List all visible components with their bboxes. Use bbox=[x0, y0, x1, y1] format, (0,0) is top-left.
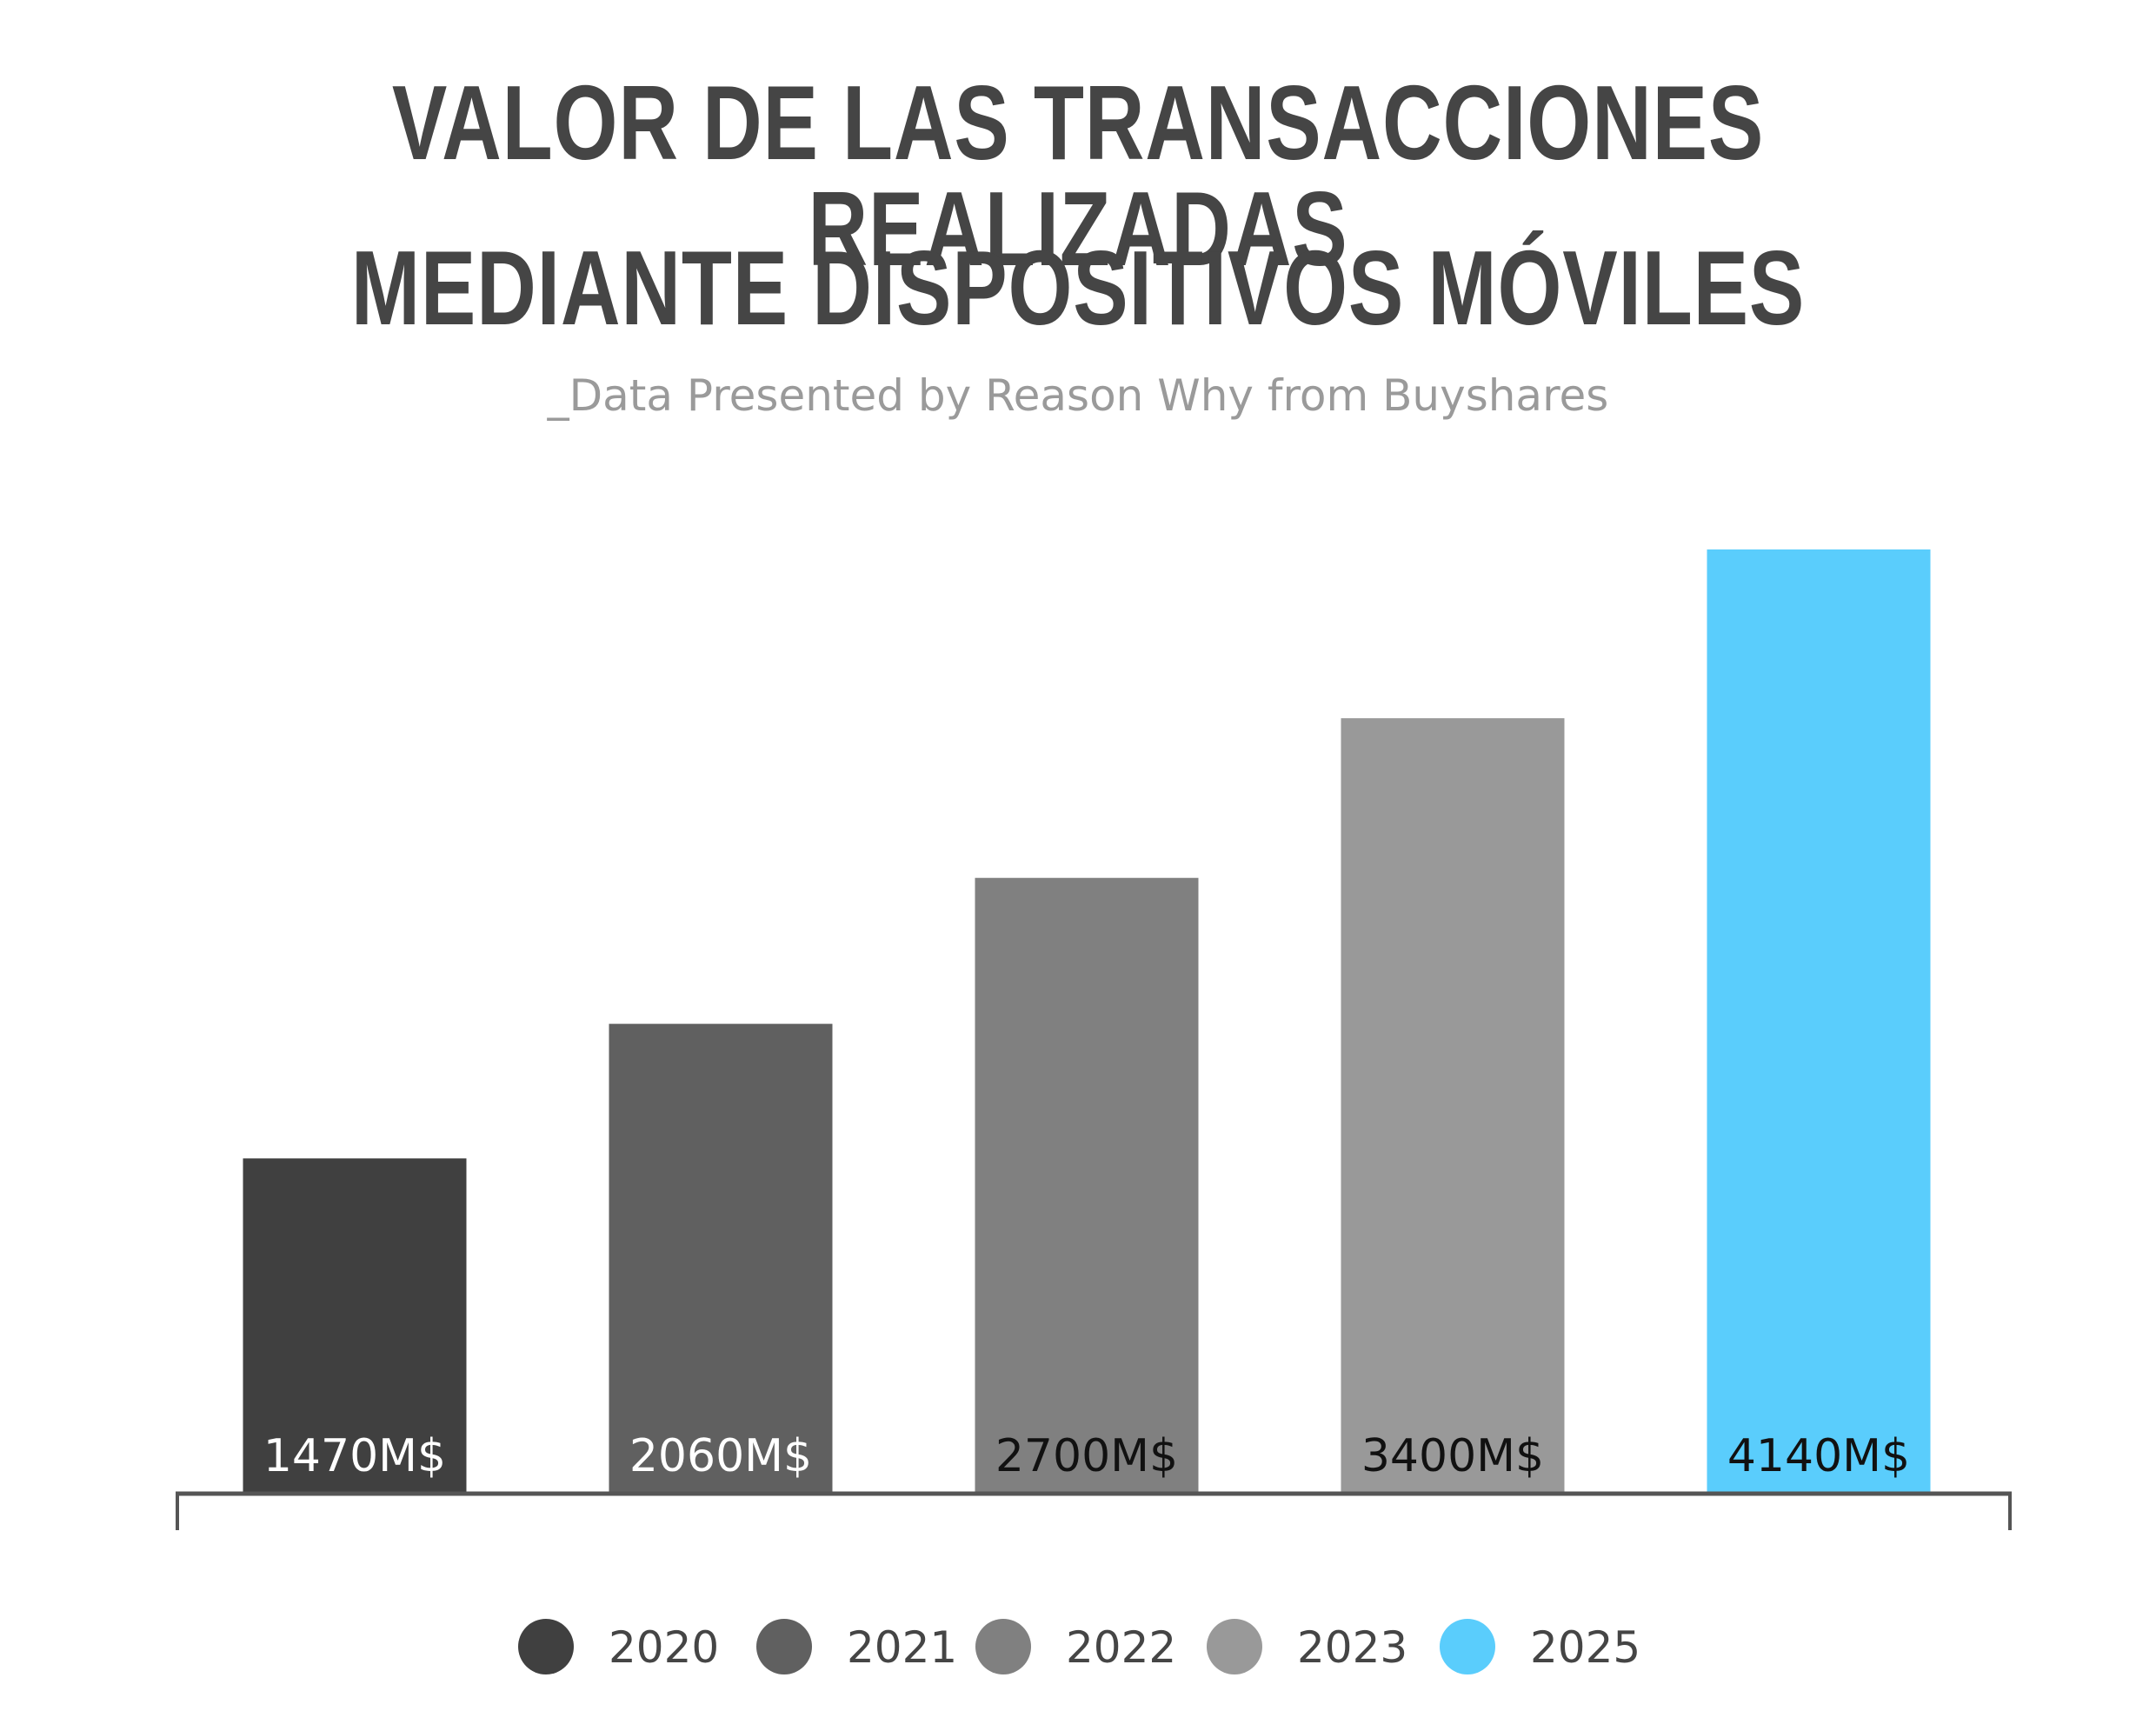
bar-2023 bbox=[1341, 718, 1565, 1494]
bar-2021 bbox=[609, 1023, 833, 1494]
bar-value-label-2021: 2060M$ bbox=[629, 1430, 812, 1482]
legend-label-2025: 2025 bbox=[1530, 1622, 1640, 1673]
bar-2020 bbox=[243, 1158, 467, 1494]
bar-value-label-2025: 4140M$ bbox=[1727, 1430, 1910, 1482]
bar-2022 bbox=[975, 877, 1199, 1494]
bar-value-label-2023: 3400M$ bbox=[1361, 1430, 1544, 1482]
legend-marker-2020 bbox=[518, 1619, 574, 1674]
legend-label-2020: 2020 bbox=[609, 1622, 719, 1673]
legend-label-2023: 2023 bbox=[1297, 1622, 1407, 1673]
x-axis bbox=[176, 1491, 2012, 1530]
legend-marker-2022 bbox=[975, 1619, 1031, 1674]
legend-marker-2023 bbox=[1207, 1619, 1262, 1674]
bars-group bbox=[243, 549, 1931, 1494]
legend: 2020 2021 2022 2023 2025 bbox=[518, 1619, 1640, 1674]
bar-2025 bbox=[1707, 549, 1931, 1494]
bar-labels-group: 1470M$ 2060M$ 2700M$ 3400M$ 4140M$ bbox=[263, 1430, 1910, 1482]
bar-value-label-2020: 1470M$ bbox=[263, 1430, 446, 1482]
legend-marker-2025 bbox=[1440, 1619, 1495, 1674]
chart-subtitle: _Data Presented by Reason Why from Buysh… bbox=[547, 370, 1609, 421]
legend-label-2022: 2022 bbox=[1066, 1622, 1176, 1673]
legend-marker-2021 bbox=[756, 1619, 812, 1674]
chart-title-line-1: VALOR DE LAS TRANSACCIONES REALIZADAS bbox=[391, 63, 1765, 288]
bar-value-label-2022: 2700M$ bbox=[995, 1430, 1178, 1482]
chart-title-line-2: MEDIANTE DISPOSITIVOS MÓVILES bbox=[350, 229, 1806, 347]
legend-label-2021: 2021 bbox=[847, 1622, 957, 1673]
